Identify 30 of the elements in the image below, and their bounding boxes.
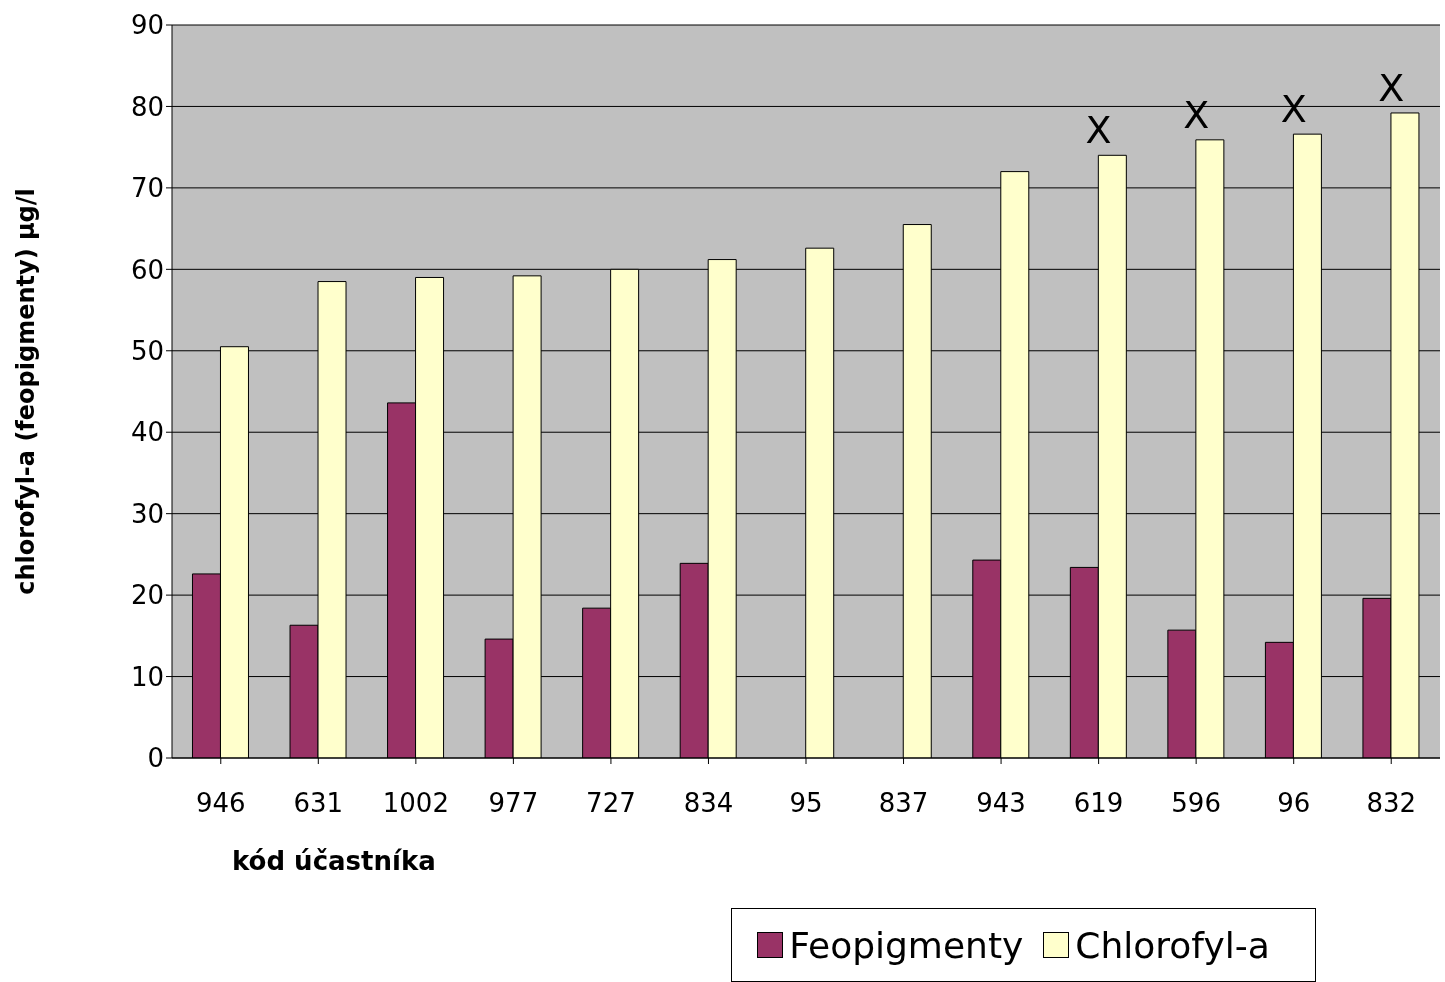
y-tick-label: 30 xyxy=(130,498,164,529)
y-tick-label: 20 xyxy=(130,580,164,611)
y-tick-label: 0 xyxy=(147,743,164,774)
legend-label: Chlorofyl-a xyxy=(1075,924,1270,966)
x-tick-label: 832 xyxy=(1366,788,1417,819)
annotation: X xyxy=(1378,65,1405,110)
x-tick-label: 943 xyxy=(976,788,1026,819)
annotation: X xyxy=(1085,108,1112,153)
x-tick-label: 977 xyxy=(488,788,539,819)
annotation: X xyxy=(1183,92,1210,137)
y-axis-title: chlorofyl-a (feopigmenty) µg/l xyxy=(11,188,40,595)
x-tick-label: 596 xyxy=(1171,788,1221,819)
legend-label: Feopigmenty xyxy=(789,924,1024,966)
x-tick-label: 96 xyxy=(1277,788,1311,819)
x-tick-label: 834 xyxy=(683,788,734,819)
y-tick-label: 90 xyxy=(130,10,164,41)
x-tick-label: 95 xyxy=(789,788,823,819)
x-tick-label: 837 xyxy=(878,788,929,819)
x-axis-title: kód účastníka xyxy=(232,846,436,876)
y-tick-label: 60 xyxy=(130,254,164,285)
y-tick-label: 80 xyxy=(130,91,164,122)
x-tick-label: 631 xyxy=(293,788,344,819)
x-tick-label: 619 xyxy=(1073,788,1124,819)
x-tick-label: 946 xyxy=(195,788,246,819)
y-tick-label: 10 xyxy=(130,661,164,692)
y-tick-label: 50 xyxy=(130,336,164,367)
y-tick-label: 70 xyxy=(130,173,164,204)
x-tick-label: 1002 xyxy=(382,788,449,819)
y-tick-label: 40 xyxy=(130,417,164,448)
x-tick-label: 727 xyxy=(586,788,636,819)
